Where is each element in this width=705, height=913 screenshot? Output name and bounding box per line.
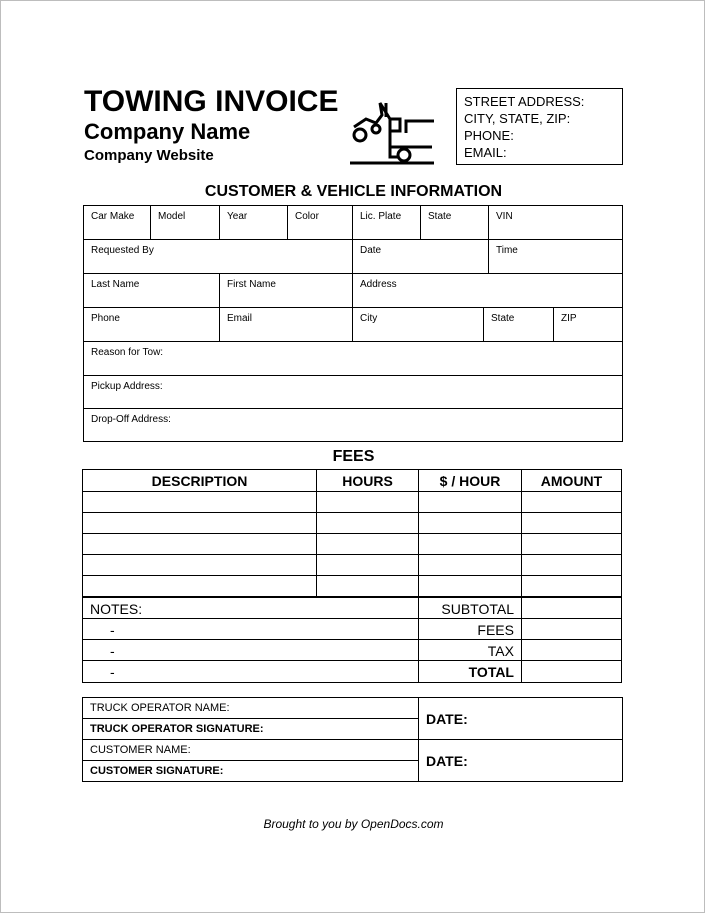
operator-signature-field[interactable]: TRUCK OPERATOR SIGNATURE: [82,718,419,740]
address-field[interactable]: Address [352,273,623,308]
description-cell[interactable] [82,554,317,576]
rate-cell[interactable] [418,575,522,597]
hours-cell[interactable] [316,575,419,597]
subtotal-value[interactable] [521,597,622,619]
company-name: Company Name [84,119,251,144]
description-cell[interactable] [82,512,317,534]
vin-field[interactable]: VIN [488,205,623,240]
phone-label: PHONE: [464,128,514,143]
description-header: DESCRIPTION [82,469,317,492]
invoice-title: TOWING INVOICE [84,85,339,118]
amount-cell[interactable] [521,554,622,576]
city-field[interactable]: City [352,307,484,342]
note-line[interactable]: - [82,660,419,683]
customer-name-field[interactable]: CUSTOMER NAME: [82,739,419,761]
rate-cell[interactable] [418,491,522,513]
total-label: TOTAL [418,660,522,683]
state-field[interactable]: State [483,307,554,342]
fees-label: FEES [418,618,522,640]
vehicle-state-field[interactable]: State [420,205,489,240]
zip-field[interactable]: ZIP [553,307,623,342]
street-address-label: STREET ADDRESS: [464,94,585,109]
amount-cell[interactable] [521,491,622,513]
fees-section-title: FEES [332,448,375,465]
rate-header: $ / HOUR [418,469,522,492]
model-field[interactable]: Model [150,205,220,240]
operator-date-field[interactable]: DATE: [418,697,623,740]
customer-date-field[interactable]: DATE: [418,739,623,782]
color-field[interactable]: Color [287,205,353,240]
description-cell[interactable] [82,575,317,597]
plate-field[interactable]: Lic. Plate [352,205,421,240]
hours-cell[interactable] [316,554,419,576]
hours-cell[interactable] [316,491,419,513]
tow-truck-icon [350,102,434,165]
note-line[interactable]: - [82,618,419,640]
rate-cell[interactable] [418,533,522,555]
hours-cell[interactable] [316,533,419,555]
car-make-field[interactable]: Car Make [83,205,151,240]
last-name-field[interactable]: Last Name [83,273,220,308]
tax-label: TAX [418,639,522,661]
amount-cell[interactable] [521,575,622,597]
phone-field[interactable]: Phone [83,307,220,342]
note-line[interactable]: - [82,639,419,661]
customer-signature-field[interactable]: CUSTOMER SIGNATURE: [82,760,419,782]
subtotal-label: SUBTOTAL [418,597,522,619]
company-website: Company Website [84,147,214,164]
email-field[interactable]: Email [219,307,353,342]
pickup-field[interactable]: Pickup Address: [83,375,623,409]
customer-section-title: CUSTOMER & VEHICLE INFORMATION [204,183,503,200]
notes-label[interactable]: NOTES: [82,597,419,619]
rate-cell[interactable] [418,512,522,534]
amount-cell[interactable] [521,533,622,555]
city-label: CITY, STATE, ZIP: [464,111,571,126]
hours-header: HOURS [316,469,419,492]
email-label: EMAIL: [464,145,507,160]
tax-value[interactable] [521,639,622,661]
hours-cell[interactable] [316,512,419,534]
dropoff-field[interactable]: Drop-Off Address: [83,408,623,442]
requested-by-field[interactable]: Requested By [83,239,353,274]
date-field[interactable]: Date [352,239,489,274]
amount-cell[interactable] [521,512,622,534]
fees-value[interactable] [521,618,622,640]
reason-field[interactable]: Reason for Tow: [83,341,623,376]
contact-box: STREET ADDRESS: CITY, STATE, ZIP: PHONE:… [456,88,623,165]
first-name-field[interactable]: First Name [219,273,353,308]
footer-credit: Brought to you by OpenDocs.com [263,817,444,831]
year-field[interactable]: Year [219,205,288,240]
description-cell[interactable] [82,491,317,513]
rate-cell[interactable] [418,554,522,576]
total-value[interactable] [521,660,622,683]
operator-name-field[interactable]: TRUCK OPERATOR NAME: [82,697,419,719]
amount-header: AMOUNT [521,469,622,492]
time-field[interactable]: Time [488,239,623,274]
description-cell[interactable] [82,533,317,555]
